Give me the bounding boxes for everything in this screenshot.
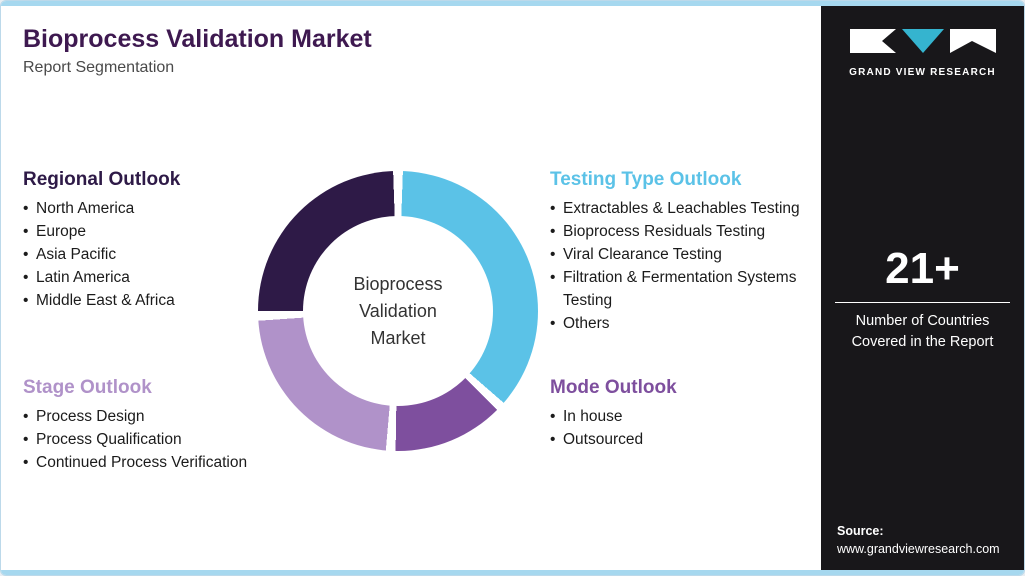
list-item: North America (23, 197, 258, 220)
source-block: Source: www.grandviewresearch.com (837, 524, 1000, 556)
top-accent-bar (1, 1, 1024, 6)
sidebar: GRAND VIEW RESEARCH 21+ Number of Countr… (821, 6, 1024, 570)
list-item: In house (550, 405, 770, 428)
brand-name: GRAND VIEW RESEARCH (849, 67, 996, 78)
section-mode-title: Mode Outlook (550, 377, 677, 398)
page-subtitle: Report Segmentation (23, 59, 175, 76)
stage-list: Process Design Process Qualification Con… (23, 405, 333, 474)
section-stage-outlook: Stage Outlook Process Design Process Qua… (23, 377, 333, 474)
donut-center-label: Bioprocess Validation Market (353, 273, 443, 348)
countries-stat-label: Number of Countries Covered in the Repor… (851, 313, 994, 350)
list-item: Bioprocess Residuals Testing (550, 220, 816, 243)
list-item: Latin America (23, 266, 258, 289)
section-testing-type-outlook: Testing Type Outlook Extractables & Leac… (550, 169, 816, 335)
list-item: Filtration & Fermentation Systems Testin… (550, 266, 816, 312)
brand-block: GRAND VIEW RESEARCH (821, 26, 1024, 78)
testing-list: Extractables & Leachables Testing Biopro… (550, 197, 816, 335)
bottom-accent-bar (1, 570, 1024, 575)
source-label: Source: (837, 524, 884, 538)
section-testing-title: Testing Type Outlook (550, 169, 742, 190)
regional-list: North America Europe Asia Pacific Latin … (23, 197, 258, 312)
mode-list: In house Outsourced (550, 405, 770, 451)
section-mode-outlook: Mode Outlook In house Outsourced (550, 377, 770, 451)
list-item: Europe (23, 220, 258, 243)
section-regional-title: Regional Outlook (23, 169, 181, 190)
section-regional-outlook: Regional Outlook North America Europe As… (23, 169, 258, 312)
list-item: Extractables & Leachables Testing (550, 197, 816, 220)
countries-stat-value: 21+ (885, 244, 960, 293)
section-stage-title: Stage Outlook (23, 377, 152, 398)
grand-view-research-logo-icon (849, 29, 996, 53)
list-item: Process Design (23, 405, 333, 428)
list-item: Continued Process Verification (23, 451, 333, 474)
page-title: Bioprocess Validation Market (23, 25, 372, 53)
list-item: Outsourced (550, 428, 770, 451)
source-url: www.grandviewresearch.com (837, 542, 1000, 556)
list-item: Others (550, 312, 816, 335)
stat-divider (835, 302, 1010, 303)
list-item: Viral Clearance Testing (550, 243, 816, 266)
list-item: Process Qualification (23, 428, 333, 451)
list-item: Asia Pacific (23, 243, 258, 266)
donut-hole: Bioprocess Validation Market (303, 216, 493, 406)
list-item: Middle East & Africa (23, 289, 258, 312)
